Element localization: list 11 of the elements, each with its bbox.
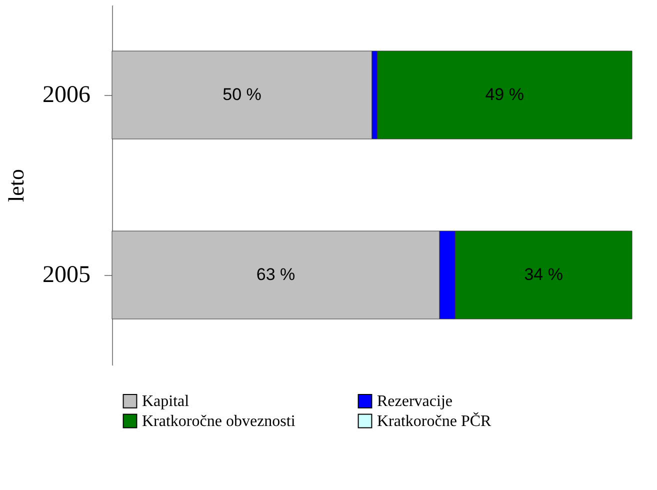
y-tick-label: 2005 (42, 262, 90, 288)
legend-label: Rezervacije (377, 393, 452, 410)
legend-label: Kratkoročne obveznosti (142, 413, 296, 430)
legend-label: Kratkoročne PČR (377, 412, 492, 430)
y-axis-title: leto (4, 169, 28, 202)
data-label: 49 % (485, 85, 524, 104)
data-label: 34 % (524, 265, 563, 284)
data-label: 63 % (256, 265, 296, 284)
y-tick-label: 2006 (42, 82, 90, 108)
data-label: 50 % (222, 85, 262, 104)
legend-label: Kapital (142, 393, 190, 410)
